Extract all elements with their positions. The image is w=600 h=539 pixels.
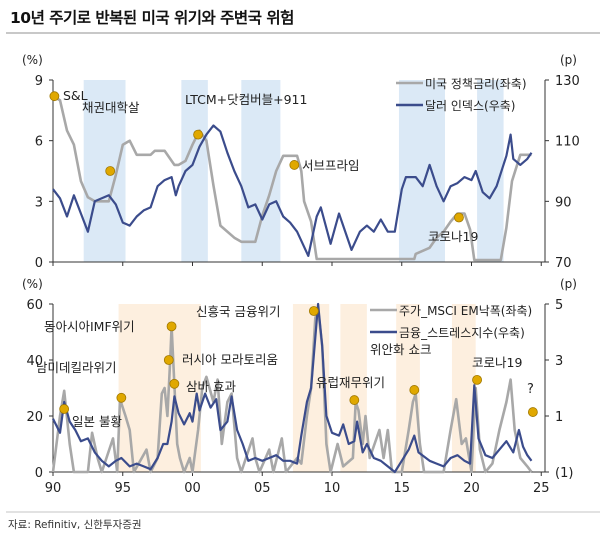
top-shaded-period [241, 80, 281, 262]
chart-title: 10년 주기로 반복된 미국 위기와 주변국 위험 [10, 9, 294, 27]
bottom-x-tick-label: 25 [533, 481, 550, 496]
bottom-left-tick-label: 0 [35, 466, 43, 481]
bottom-event-marker [349, 395, 360, 405]
bottom-event-label: 동아시아IMF위기 [44, 319, 135, 334]
top-right-tick-label: 90 [555, 195, 572, 210]
bottom-x-tick-label: 05 [254, 481, 271, 496]
bottom-x-tick-label: 20 [463, 481, 480, 496]
bottom-event-label: 위안화 쇼크 [370, 342, 431, 357]
top-legend-label: 달러 인덱스(우축) [425, 99, 515, 113]
top-right-tick-label: 70 [555, 256, 572, 271]
top-event-label: 채권대학살 [82, 100, 140, 115]
title-divider [6, 32, 600, 34]
top-event-marker [193, 129, 203, 140]
top-left-tick-label: 3 [35, 195, 43, 210]
top-shaded-period [83, 80, 126, 262]
bottom-x-tick-label: 15 [393, 481, 410, 496]
bottom-right-tick-label: 5 [555, 298, 563, 313]
bottom-series-line-0 [51, 308, 533, 474]
bottom-legend-label: 금융_스트레스지수(우축) [399, 326, 525, 340]
bottom-event-label: 남미데킬라위기 [36, 360, 117, 375]
top-event-label: 서브프라임 [302, 158, 360, 173]
bottom-x-tick-label: 90 [45, 481, 62, 496]
top-right-axis-unit: (p) [560, 53, 577, 67]
bottom-event-marker [308, 306, 319, 316]
bottom-event-marker [166, 321, 177, 332]
bottom-event-marker [472, 374, 482, 385]
bottom-event-marker [409, 385, 420, 395]
top-event-marker [454, 212, 464, 223]
top-series-line-1 [52, 124, 533, 257]
top-shaded-period [398, 80, 445, 262]
bottom-event-label: 러시아 모라토리움 [182, 352, 278, 367]
top-event-marker [289, 160, 300, 170]
bottom-series-line-1 [52, 302, 533, 474]
bottom-x-tick-label: 00 [184, 481, 201, 496]
bottom-left-tick-label: 20 [26, 410, 43, 425]
bottom-shaded-period [396, 304, 420, 472]
bottom-right-tick-label: (1) [555, 466, 573, 481]
bottom-left-tick-label: 40 [26, 354, 43, 369]
top-left-tick-label: 9 [35, 74, 43, 89]
bottom-event-label: ? [527, 382, 534, 397]
bottom-event-marker [163, 355, 174, 365]
bottom-shaded-period [451, 304, 476, 472]
bottom-x-tick-label: 95 [114, 481, 131, 496]
top-event-label: S&L [63, 88, 88, 103]
bottom-event-marker [527, 407, 538, 417]
bottom-event-label: 일본 불황 [72, 414, 122, 429]
bottom-x-tick-label: 10 [324, 481, 341, 496]
bottom-left-tick-label: 60 [26, 298, 43, 313]
top-event-marker [49, 91, 60, 102]
top-left-axis-unit: (%) [22, 53, 43, 67]
top-event-marker [105, 166, 116, 176]
bottom-right-axis-unit: (p) [560, 277, 577, 291]
source-note: 자료: Refinitiv, 신한투자증권 [8, 519, 142, 531]
top-legend-label: 미국 정책금리(좌축) [425, 76, 527, 91]
top-right-tick-label: 130 [555, 74, 580, 89]
bottom-right-tick-label: 3 [555, 354, 563, 369]
bottom-event-label: 신흥국 금융위기 [196, 304, 280, 319]
top-right-tick-label: 110 [555, 135, 580, 150]
bottom-legend-label: 주가_MSCI EM낙폭(좌축) [399, 304, 532, 318]
top-shaded-period [477, 80, 504, 262]
top-event-label: 코로나19 [428, 229, 478, 244]
bottom-event-label: 유럽재무위기 [316, 375, 385, 390]
top-left-tick-label: 0 [35, 256, 43, 271]
bottom-event-marker [169, 378, 180, 389]
top-left-tick-label: 6 [35, 135, 43, 150]
bottom-event-label: 삼바 효과 [186, 379, 236, 394]
bottom-right-tick-label: 1 [555, 410, 563, 425]
footer-divider [6, 511, 600, 513]
bottom-event-marker [59, 404, 70, 414]
bottom-event-marker [116, 392, 127, 403]
bottom-event-label: 코로나19 [472, 355, 522, 370]
top-event-label: LTCM+닷컴버블+911 [185, 92, 307, 107]
bottom-left-axis-unit: (%) [22, 277, 43, 291]
